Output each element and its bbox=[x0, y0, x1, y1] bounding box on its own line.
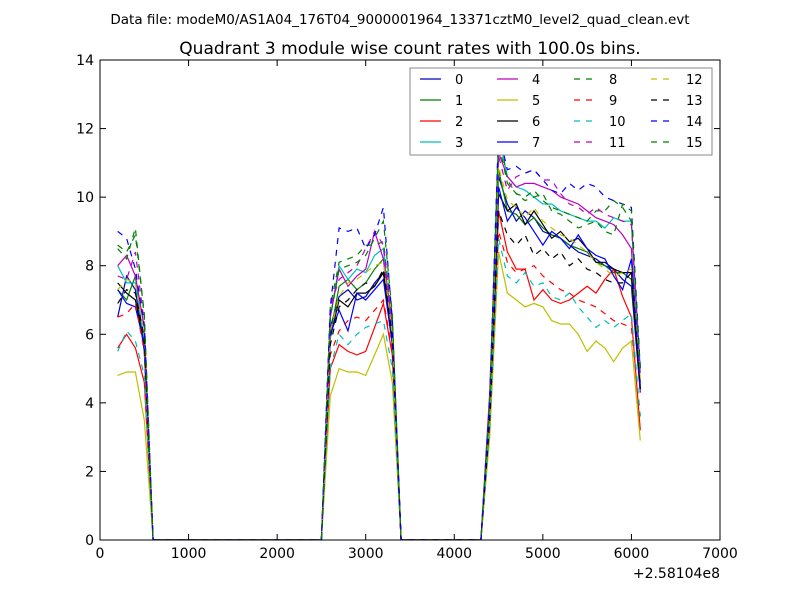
series-line-7 bbox=[117, 186, 641, 540]
y-tick-label: 2 bbox=[85, 464, 94, 480]
series-line-12 bbox=[117, 166, 641, 540]
x-tick-label: 5000 bbox=[525, 546, 561, 562]
series-line-10 bbox=[117, 238, 641, 540]
x-tick-label: 2000 bbox=[259, 546, 295, 562]
y-tick-label: 14 bbox=[76, 53, 94, 69]
series-line-9 bbox=[117, 231, 641, 540]
x-tick-label: 4000 bbox=[436, 546, 472, 562]
legend-label-12: 12 bbox=[686, 73, 703, 88]
series-line-6 bbox=[117, 191, 641, 540]
y-tick-label: 12 bbox=[76, 122, 94, 138]
legend-label-8: 8 bbox=[609, 73, 617, 88]
series-line-1 bbox=[117, 169, 641, 540]
legend-label-3: 3 bbox=[455, 136, 463, 151]
x-tick-label: 7000 bbox=[702, 546, 738, 562]
series-line-14 bbox=[117, 131, 641, 540]
y-tick-label: 8 bbox=[85, 259, 94, 275]
legend-box bbox=[409, 67, 713, 156]
series-line-0 bbox=[117, 176, 641, 540]
legend-label-1: 1 bbox=[455, 94, 463, 109]
legend-label-0: 0 bbox=[455, 73, 463, 88]
series-line-15 bbox=[117, 142, 641, 540]
legend-label-14: 14 bbox=[686, 115, 703, 130]
series-line-11 bbox=[117, 155, 641, 540]
y-tick-label: 4 bbox=[85, 396, 94, 412]
x-tick-label: 0 bbox=[96, 546, 105, 562]
legend-label-13: 13 bbox=[686, 94, 703, 109]
legend-label-9: 9 bbox=[609, 94, 617, 109]
x-tick-label: 3000 bbox=[348, 546, 384, 562]
series-line-5 bbox=[117, 251, 641, 540]
legend-label-5: 5 bbox=[532, 94, 540, 109]
series-layer bbox=[117, 128, 641, 540]
legend-label-4: 4 bbox=[532, 73, 540, 88]
legend-label-6: 6 bbox=[532, 115, 540, 130]
x-tick-label: 1000 bbox=[171, 546, 207, 562]
plot-frame bbox=[99, 59, 721, 541]
x-offset-label: +2.58104e8 bbox=[633, 566, 720, 582]
x-tick-label: 6000 bbox=[614, 546, 650, 562]
series-line-3 bbox=[117, 135, 641, 540]
series-line-8 bbox=[117, 128, 641, 540]
chart-title: Quadrant 3 module wise count rates with … bbox=[179, 39, 640, 59]
series-line-4 bbox=[117, 152, 641, 540]
y-tick-label: 6 bbox=[85, 327, 94, 343]
y-tick-label: 10 bbox=[76, 190, 94, 206]
legend-label-2: 2 bbox=[455, 115, 463, 130]
legend-label-10: 10 bbox=[609, 115, 626, 130]
series-line-2 bbox=[117, 210, 641, 540]
y-tick-label: 0 bbox=[85, 533, 94, 549]
legend-label-11: 11 bbox=[609, 136, 626, 151]
legend-label-7: 7 bbox=[532, 136, 540, 151]
legend-label-15: 15 bbox=[686, 136, 703, 151]
data-file-suptitle: Data file: modeM0/AS1A04_176T04_90000019… bbox=[110, 12, 689, 28]
series-line-13 bbox=[117, 210, 641, 540]
